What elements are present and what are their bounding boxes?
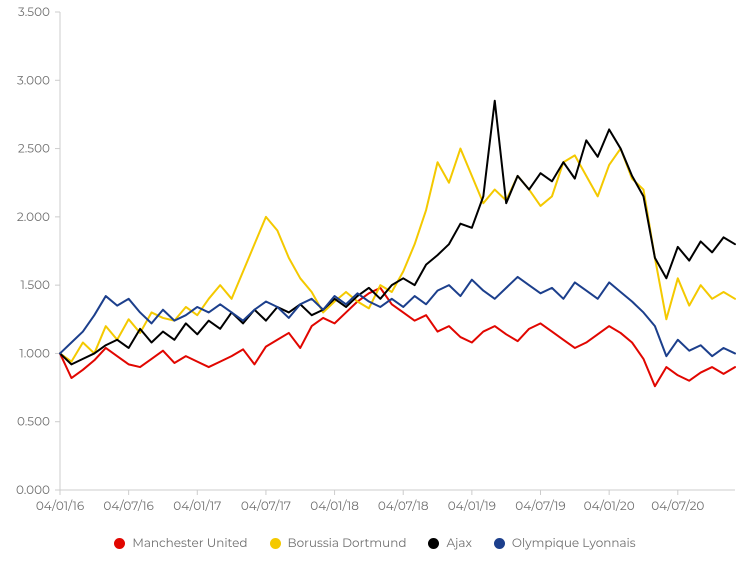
y-tick-label: 3.500	[18, 5, 50, 20]
legend-label: Manchester United	[132, 536, 247, 551]
x-tick-label: 04/07/17	[241, 499, 291, 514]
x-tick-label: 04/07/18	[378, 499, 429, 514]
legend-label: Ajax	[446, 536, 471, 551]
legend-item: Ajax	[428, 536, 471, 551]
legend-dot-icon	[270, 538, 281, 549]
x-tick-label: 04/07/20	[651, 499, 704, 514]
series-line	[60, 101, 735, 365]
x-tick-label: 04/07/19	[515, 499, 565, 514]
legend-dot-icon	[494, 538, 505, 549]
y-tick-label: 3.000	[17, 73, 50, 88]
x-tick-label: 04/01/19	[448, 499, 496, 514]
legend-dot-icon	[428, 538, 439, 549]
y-tick-label: 0.500	[17, 415, 50, 430]
legend-item: Borussia Dortmund	[270, 536, 407, 551]
y-tick-label: 2.000	[17, 210, 50, 225]
y-tick-label: 0.000	[16, 483, 50, 498]
legend-item: Olympique Lyonnais	[494, 536, 636, 551]
y-tick-label: 1.500	[20, 278, 50, 293]
legend: Manchester United Borussia Dortmund Ajax Ol…	[0, 536, 750, 551]
legend-dot-icon	[114, 538, 125, 549]
legend-item: Manchester United	[114, 536, 247, 551]
x-tick-label: 04/01/18	[310, 499, 359, 514]
x-tick-label: 04/01/17	[173, 499, 221, 514]
legend-label: Borussia Dortmund	[288, 536, 407, 551]
x-tick-label: 04/01/16	[36, 499, 84, 514]
line-chart: 0.000 0.500 1.000 1.500 2.000 2.500 3.000 3.500…	[0, 0, 750, 563]
y-tick-label: 1.000	[19, 346, 50, 361]
x-tick-label: 04/07/16	[103, 499, 153, 514]
y-tick-label: 2.500	[18, 142, 50, 157]
x-tick-label: 04/01/20	[584, 499, 635, 514]
legend-label: Olympique Lyonnais	[512, 536, 636, 551]
